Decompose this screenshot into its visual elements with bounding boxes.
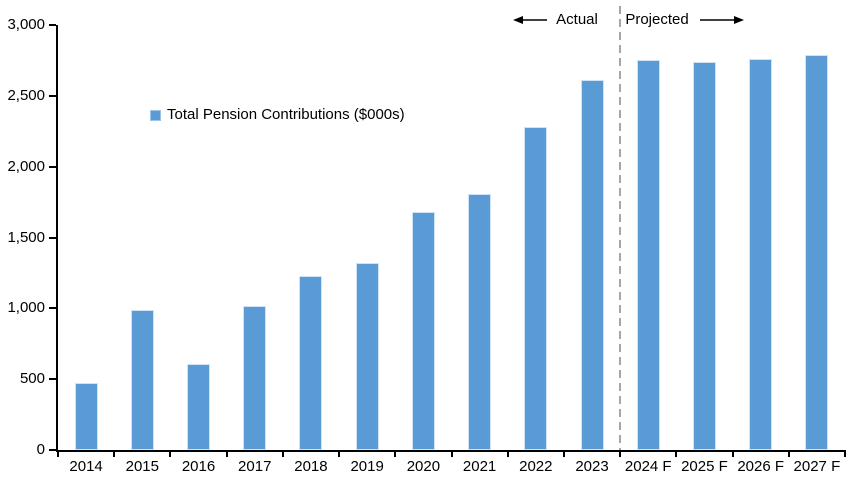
y-axis-tick-label: 1,000 [7,299,45,317]
x-axis-tick [506,450,509,457]
x-axis-label: 2023 [575,458,609,475]
x-axis-label: 2020 [406,458,441,475]
x-axis-tick [225,450,228,457]
bar [355,263,379,450]
y-axis-tick-label: 2,000 [7,157,45,175]
x-axis-tick [450,450,453,457]
y-axis-tick [49,94,56,97]
x-axis-tick [113,450,116,457]
x-axis-label: 2024 F [624,458,672,475]
x-axis-label: 2021 [462,458,497,475]
plot-area [56,25,845,452]
legend-square-icon [150,109,161,121]
bar [524,127,548,450]
x-axis-label: 2025 F [681,458,728,475]
bar [636,60,660,450]
bar [749,59,773,450]
y-axis-tick [49,236,56,239]
x-axis-label: 2022 [519,458,553,475]
x-axis-tick [394,450,397,457]
x-axis-label: 2015 [125,458,159,475]
x-axis-label: 2017 [238,458,272,475]
x-axis-tick [844,450,846,457]
y-axis-tick [49,449,56,451]
bar [74,383,98,450]
x-axis-label: 2019 [350,458,384,475]
bar [468,193,492,450]
x-axis-tick [619,450,622,457]
y-axis-tick-label: 2,500 [7,86,45,104]
x-axis-label: 2026 F [737,458,785,475]
legend-label: Total Pension Contributions ($000s) [167,106,405,123]
bar [299,275,323,450]
y-axis-tick-label: 500 [19,370,45,388]
y-axis-tick [49,307,56,310]
y-axis-tick-label: 1,500 [7,228,45,246]
right-arrow-icon [700,13,744,25]
x-axis-label: 2018 [294,458,328,475]
bar [580,80,604,450]
bar [805,54,829,450]
x-axis-label: 2027 F [793,458,841,475]
x-axis-tick [562,450,565,457]
y-axis-tick-label: 3,000 [7,16,45,33]
x-axis-tick [675,450,678,457]
projected-section-label: Projected [625,11,689,28]
y-axis-tick [49,24,56,26]
bar [411,212,435,450]
x-axis-tick [57,450,59,457]
actual-projected-divider [618,6,622,450]
chart-legend: Total Pension Contributions ($000s) [150,105,405,125]
bar [692,61,716,450]
bar [130,309,154,450]
bar [187,363,211,450]
x-axis-tick [169,450,172,457]
y-axis-tick-label: 0 [36,441,45,458]
left-arrow-icon [513,13,547,25]
x-axis-tick [281,450,284,457]
x-axis-label: 2014 [69,458,103,475]
bar [243,305,267,450]
y-axis-tick [49,165,56,168]
actual-section-label: Actual [556,11,598,28]
x-axis-tick [338,450,341,457]
y-axis-tick [49,378,56,381]
x-axis-label: 2016 [181,458,216,475]
x-axis-tick [787,450,790,457]
x-axis-tick [731,450,734,457]
